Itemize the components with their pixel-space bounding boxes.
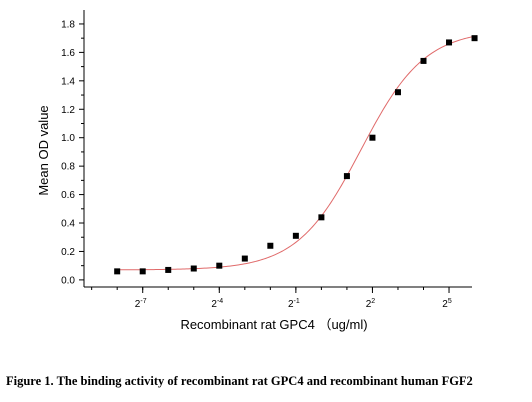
- data-point: [394, 89, 401, 96]
- data-point: [114, 268, 121, 275]
- x-ticks: 2-7 2-4 2-1 22 25: [91, 287, 452, 310]
- data-point: [446, 39, 453, 46]
- y-tick-label: 0.2: [61, 247, 75, 258]
- y-tick-label: 0.4: [61, 219, 75, 230]
- data-point: [190, 265, 197, 272]
- y-tick-label: 1.4: [61, 76, 75, 87]
- data-point: [420, 57, 427, 64]
- chart: 0.0 0.2 0.4 0.6 0.8 1.0 1.2 1.4 1.6 1.8 2-7 2-4 2-1…: [36, 10, 478, 332]
- x-tick-label: 2-7: [135, 298, 147, 310]
- data-point: [471, 35, 478, 42]
- y-tick-label: 1.2: [61, 105, 75, 116]
- fit-curve: [115, 35, 478, 271]
- data-point: [267, 242, 274, 249]
- data-point: [139, 268, 146, 275]
- axes: [83, 10, 472, 288]
- data-point: [216, 262, 223, 269]
- data-point: [241, 255, 248, 262]
- data-point: [318, 214, 325, 221]
- x-tick-label: 2-1: [288, 298, 300, 310]
- y-tick-label: 1.6: [61, 48, 75, 59]
- data-point: [369, 134, 376, 141]
- y-tick-label: 0.0: [61, 275, 75, 286]
- data-points: [114, 35, 478, 275]
- y-tick-label: 1.8: [61, 19, 75, 30]
- data-point: [165, 266, 172, 273]
- y-tick-label: 0.8: [61, 162, 75, 173]
- figure-caption: Figure 1. The binding activity of recomb…: [6, 374, 473, 388]
- y-axis-title: Mean OD value: [36, 105, 51, 195]
- x-axis-title: Recombinant rat GPC4 （ug/ml): [180, 317, 367, 332]
- x-tick-label: 25: [442, 298, 452, 310]
- x-tick-label: 22: [366, 298, 376, 310]
- x-tick-label: 2-4: [211, 298, 223, 310]
- data-point: [292, 232, 299, 239]
- y-tick-label: 0.6: [61, 190, 75, 201]
- y-tick-label: 1.0: [61, 133, 75, 144]
- data-point: [343, 173, 350, 180]
- y-ticks: 0.0 0.2 0.4 0.6 0.8 1.0 1.2 1.4 1.6 1.8: [61, 19, 84, 286]
